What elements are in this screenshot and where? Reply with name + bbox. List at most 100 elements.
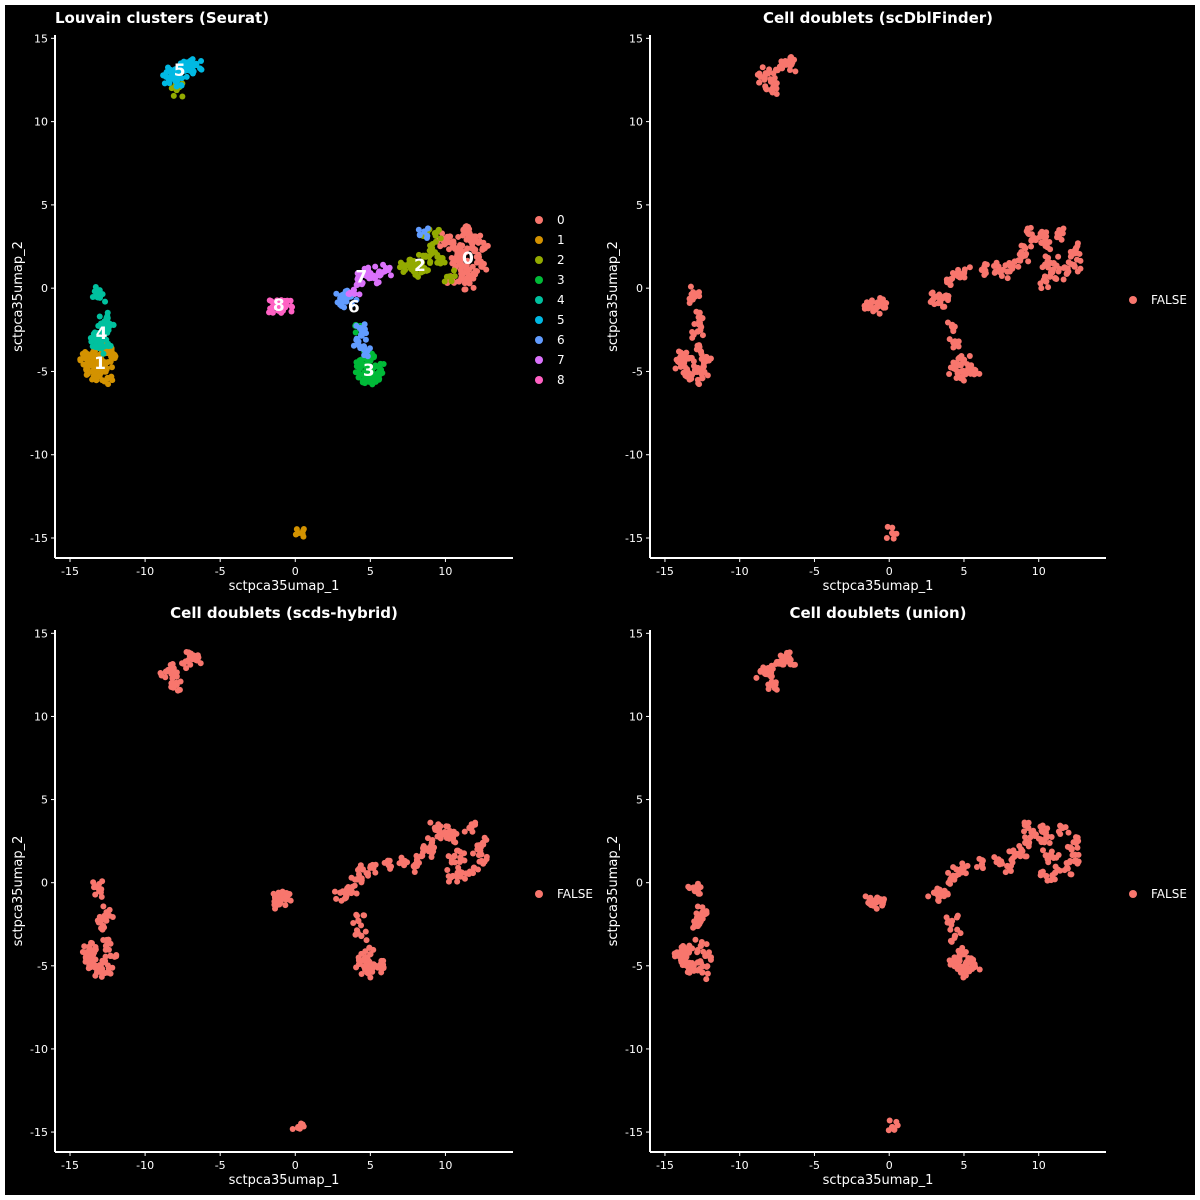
y-tick-label: 10 [629,710,643,723]
data-point-FALSE [955,338,962,345]
data-point-6 [341,304,348,311]
data-point-3 [372,362,379,369]
data-point-0 [446,246,453,253]
data-point-FALSE [993,859,1000,866]
data-point-FALSE [463,870,470,877]
x-tick-label: -10 [136,1159,154,1172]
data-point-FALSE [945,869,952,876]
data-point-FALSE [773,85,780,92]
data-point-FALSE [702,952,709,959]
data-point-FALSE [1042,872,1050,880]
data-point-FALSE [680,369,687,376]
data-point-FALSE [1020,243,1027,250]
data-point-8 [268,298,275,305]
data-point-1 [91,364,98,371]
data-point-7 [347,289,354,296]
data-point-1 [101,362,108,369]
data-point-FALSE [1067,844,1074,851]
umap-panel-1: Louvain clusters (Seurat)-15 -10 -5 0 5 10-15… [11,9,565,594]
data-point-FALSE [697,959,704,966]
data-point-FALSE [380,961,387,968]
data-point-FALSE [1040,847,1047,854]
data-point-8 [268,306,275,313]
data-point-2 [437,235,444,242]
legend-key [535,216,543,224]
y-axis-label: sctpca35umap_2 [606,836,621,947]
data-point-FALSE [675,348,682,355]
data-point-4 [102,298,109,305]
data-point-FALSE [1075,858,1082,865]
data-point-FALSE [868,297,875,304]
data-point-FALSE [1025,231,1032,238]
data-point-FALSE [703,354,710,361]
data-point-FALSE [101,970,108,977]
data-point-FALSE [1067,871,1074,878]
data-point-4 [92,344,99,351]
data-point-FALSE [356,865,363,872]
data-point-FALSE [786,654,793,661]
legend-label: FALSE [557,887,593,901]
x-tick-label: 10 [438,565,452,578]
data-point-6 [362,330,369,337]
data-point-FALSE [976,966,983,973]
data-point-0 [469,263,476,270]
data-point-FALSE [81,943,88,950]
data-point-FALSE [1054,866,1061,873]
data-point-1 [108,364,115,371]
data-point-4 [104,313,111,320]
data-point-FALSE [1039,822,1046,829]
data-point-FALSE [1060,225,1067,232]
data-point-FALSE [109,964,116,971]
x-tick-label: 0 [886,565,893,578]
data-point-FALSE [1074,268,1081,275]
data-point-FALSE [982,267,989,274]
data-point-FALSE [1045,254,1052,261]
data-point-FALSE [1077,257,1084,264]
data-point-2 [451,273,458,280]
data-point-FALSE [351,882,358,889]
cluster-label: 6 [348,297,360,317]
y-tick-label: 0 [41,282,48,295]
x-tick-label: -15 [656,565,674,578]
data-point-6 [357,332,364,339]
data-point-FALSE [470,870,477,877]
data-point-FALSE [696,890,703,897]
data-point-4 [89,293,96,300]
data-point-FALSE [968,955,975,962]
legend-key [535,336,543,344]
data-point-FALSE [1025,258,1032,265]
data-point-2 [432,249,439,256]
legend-label: 3 [557,273,565,287]
legend-label: 0 [557,213,565,227]
y-tick-label: 0 [636,282,643,295]
chart-title: Cell doublets (scDblFinder) [763,9,993,27]
data-point-5 [161,80,168,87]
data-point-FALSE [367,974,374,981]
data-point-0 [467,238,474,245]
data-point-FALSE [419,852,426,859]
data-point-2 [170,92,177,99]
data-point-0 [449,260,456,267]
y-tick-label: 5 [636,199,643,212]
data-point-FALSE [961,268,968,275]
data-point-FALSE [1045,284,1052,291]
cluster-label: 0 [462,249,474,269]
data-point-3 [377,367,384,374]
data-point-FALSE [448,857,455,864]
data-point-2 [396,264,403,271]
data-point-0 [448,254,455,261]
x-tick-label: -15 [61,565,79,578]
data-point-FALSE [1022,834,1029,841]
data-point-FALSE [955,361,962,368]
legend-label: 1 [557,233,565,247]
data-point-2 [429,241,436,248]
x-tick-label: -5 [215,1159,226,1172]
data-point-FALSE [432,826,439,833]
data-point-0 [484,242,491,249]
data-point-6 [416,231,423,238]
data-point-2 [179,93,186,100]
legend-label: 7 [557,353,565,367]
y-tick-label: 10 [629,116,643,129]
data-point-FALSE [957,930,964,937]
data-point-FALSE [883,300,890,307]
